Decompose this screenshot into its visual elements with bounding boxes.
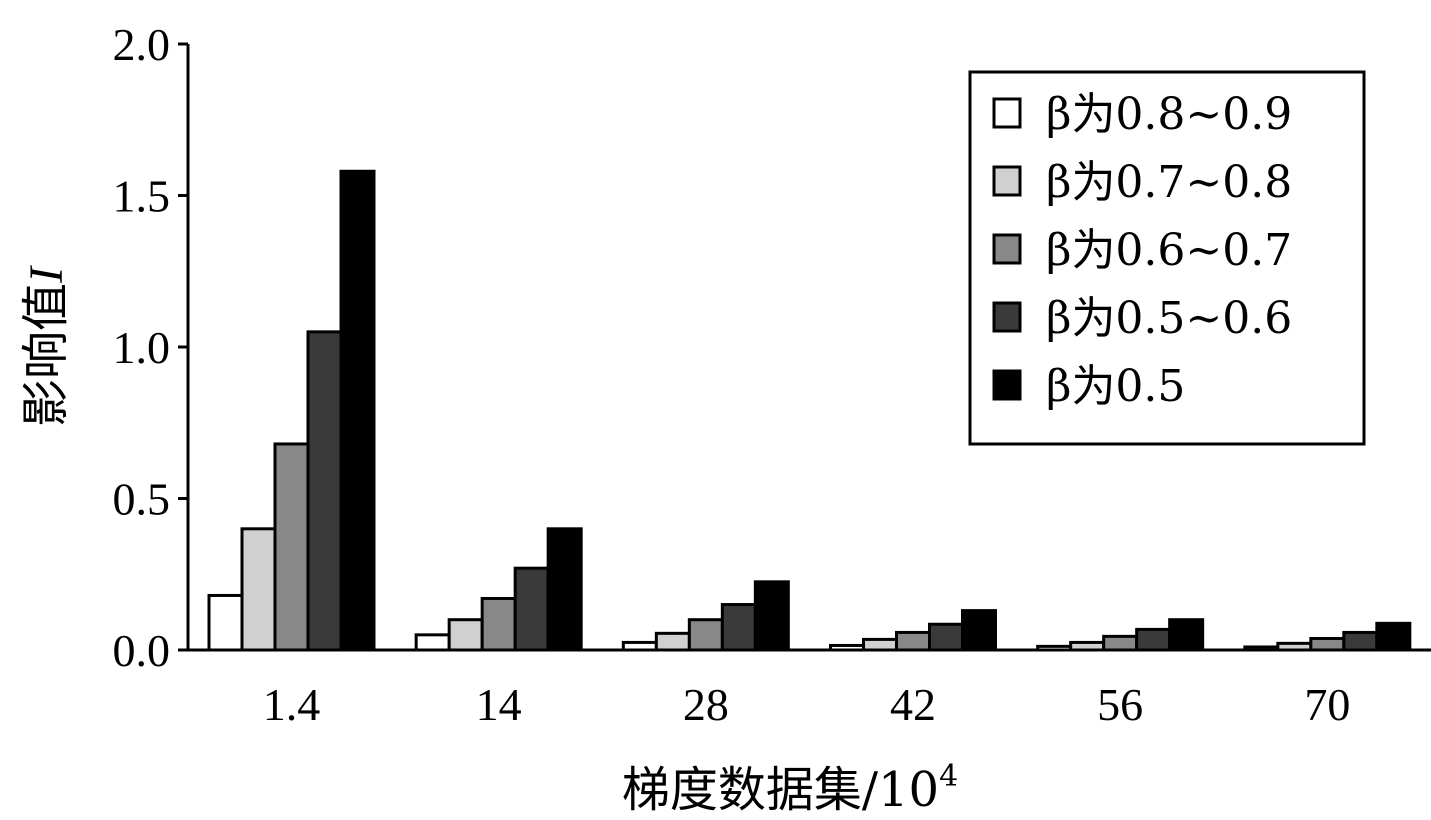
bar [654, 631, 691, 652]
bar [1135, 627, 1172, 652]
legend-swatch [992, 369, 1022, 401]
x-ticks: 1.4 14 28 42 56 70 [263, 679, 1351, 730]
y-ticks: 0.0 0.5 1.0 1.5 2.0 [113, 19, 188, 676]
bar [961, 609, 997, 652]
bar [513, 566, 550, 652]
legend-items: β为0.8~0.9 β为0.7~0.8 β为0.6~0.7 β为0.5~0.6 β为0.… [992, 89, 1292, 412]
bar [306, 330, 343, 652]
y-axis-label: 影响值I [18, 265, 74, 427]
legend: β为0.8~0.9 β为0.7~0.8 β为0.6~0.7 β为0.5~0.6 β为0.… [968, 70, 1366, 446]
x-axis-label-text: 梯度数据集/10 [622, 762, 939, 818]
y-tick-label: 0.5 [113, 474, 171, 525]
bar [753, 580, 790, 652]
bar [1309, 636, 1346, 652]
bar [546, 527, 583, 652]
y-tick-label: 1.0 [113, 322, 171, 373]
x-tick-label: 28 [683, 679, 729, 730]
bar [1102, 634, 1139, 652]
legend-box [968, 70, 1366, 446]
x-tick-label: 14 [476, 679, 522, 730]
bar [207, 593, 244, 652]
bar [862, 637, 898, 652]
bar [414, 633, 451, 652]
bar [240, 527, 277, 652]
legend-label: β为0.6~0.7 [1046, 225, 1292, 276]
x-axis-label-superscript: 4 [939, 759, 958, 794]
x-tick-label: 56 [1097, 679, 1143, 730]
x-tick-label: 70 [1304, 679, 1350, 730]
legend-label: β为0.5 [1046, 361, 1185, 412]
legend-label: β为0.5~0.6 [1046, 293, 1292, 344]
bar [339, 169, 376, 652]
bar [720, 603, 757, 652]
y-axis-label-symbol: I [20, 265, 73, 284]
legend-label: β为0.7~0.8 [1046, 157, 1292, 208]
bar [928, 622, 964, 652]
legend-swatch [992, 301, 1022, 333]
bar [447, 618, 484, 652]
bar [1375, 621, 1412, 652]
x-tick-label: 42 [890, 679, 936, 730]
bar [1168, 618, 1205, 652]
bar [480, 596, 517, 652]
y-tick-label: 2.0 [113, 19, 171, 70]
y-tick-label: 0.0 [113, 625, 171, 676]
legend-swatch [992, 233, 1022, 265]
x-tick-label: 1.4 [263, 679, 321, 730]
y-tick-label: 1.5 [113, 171, 171, 222]
y-axis-label-text: 影响值 [18, 283, 74, 427]
legend-label: β为0.8~0.9 [1046, 89, 1292, 140]
bar [895, 630, 931, 652]
legend-swatch [992, 97, 1022, 129]
bar [687, 618, 724, 652]
bars-group [207, 169, 1412, 652]
bar [1342, 630, 1379, 652]
x-axis-label: 梯度数据集/104 [622, 759, 958, 818]
bar [273, 442, 310, 652]
legend-swatch [992, 165, 1022, 197]
